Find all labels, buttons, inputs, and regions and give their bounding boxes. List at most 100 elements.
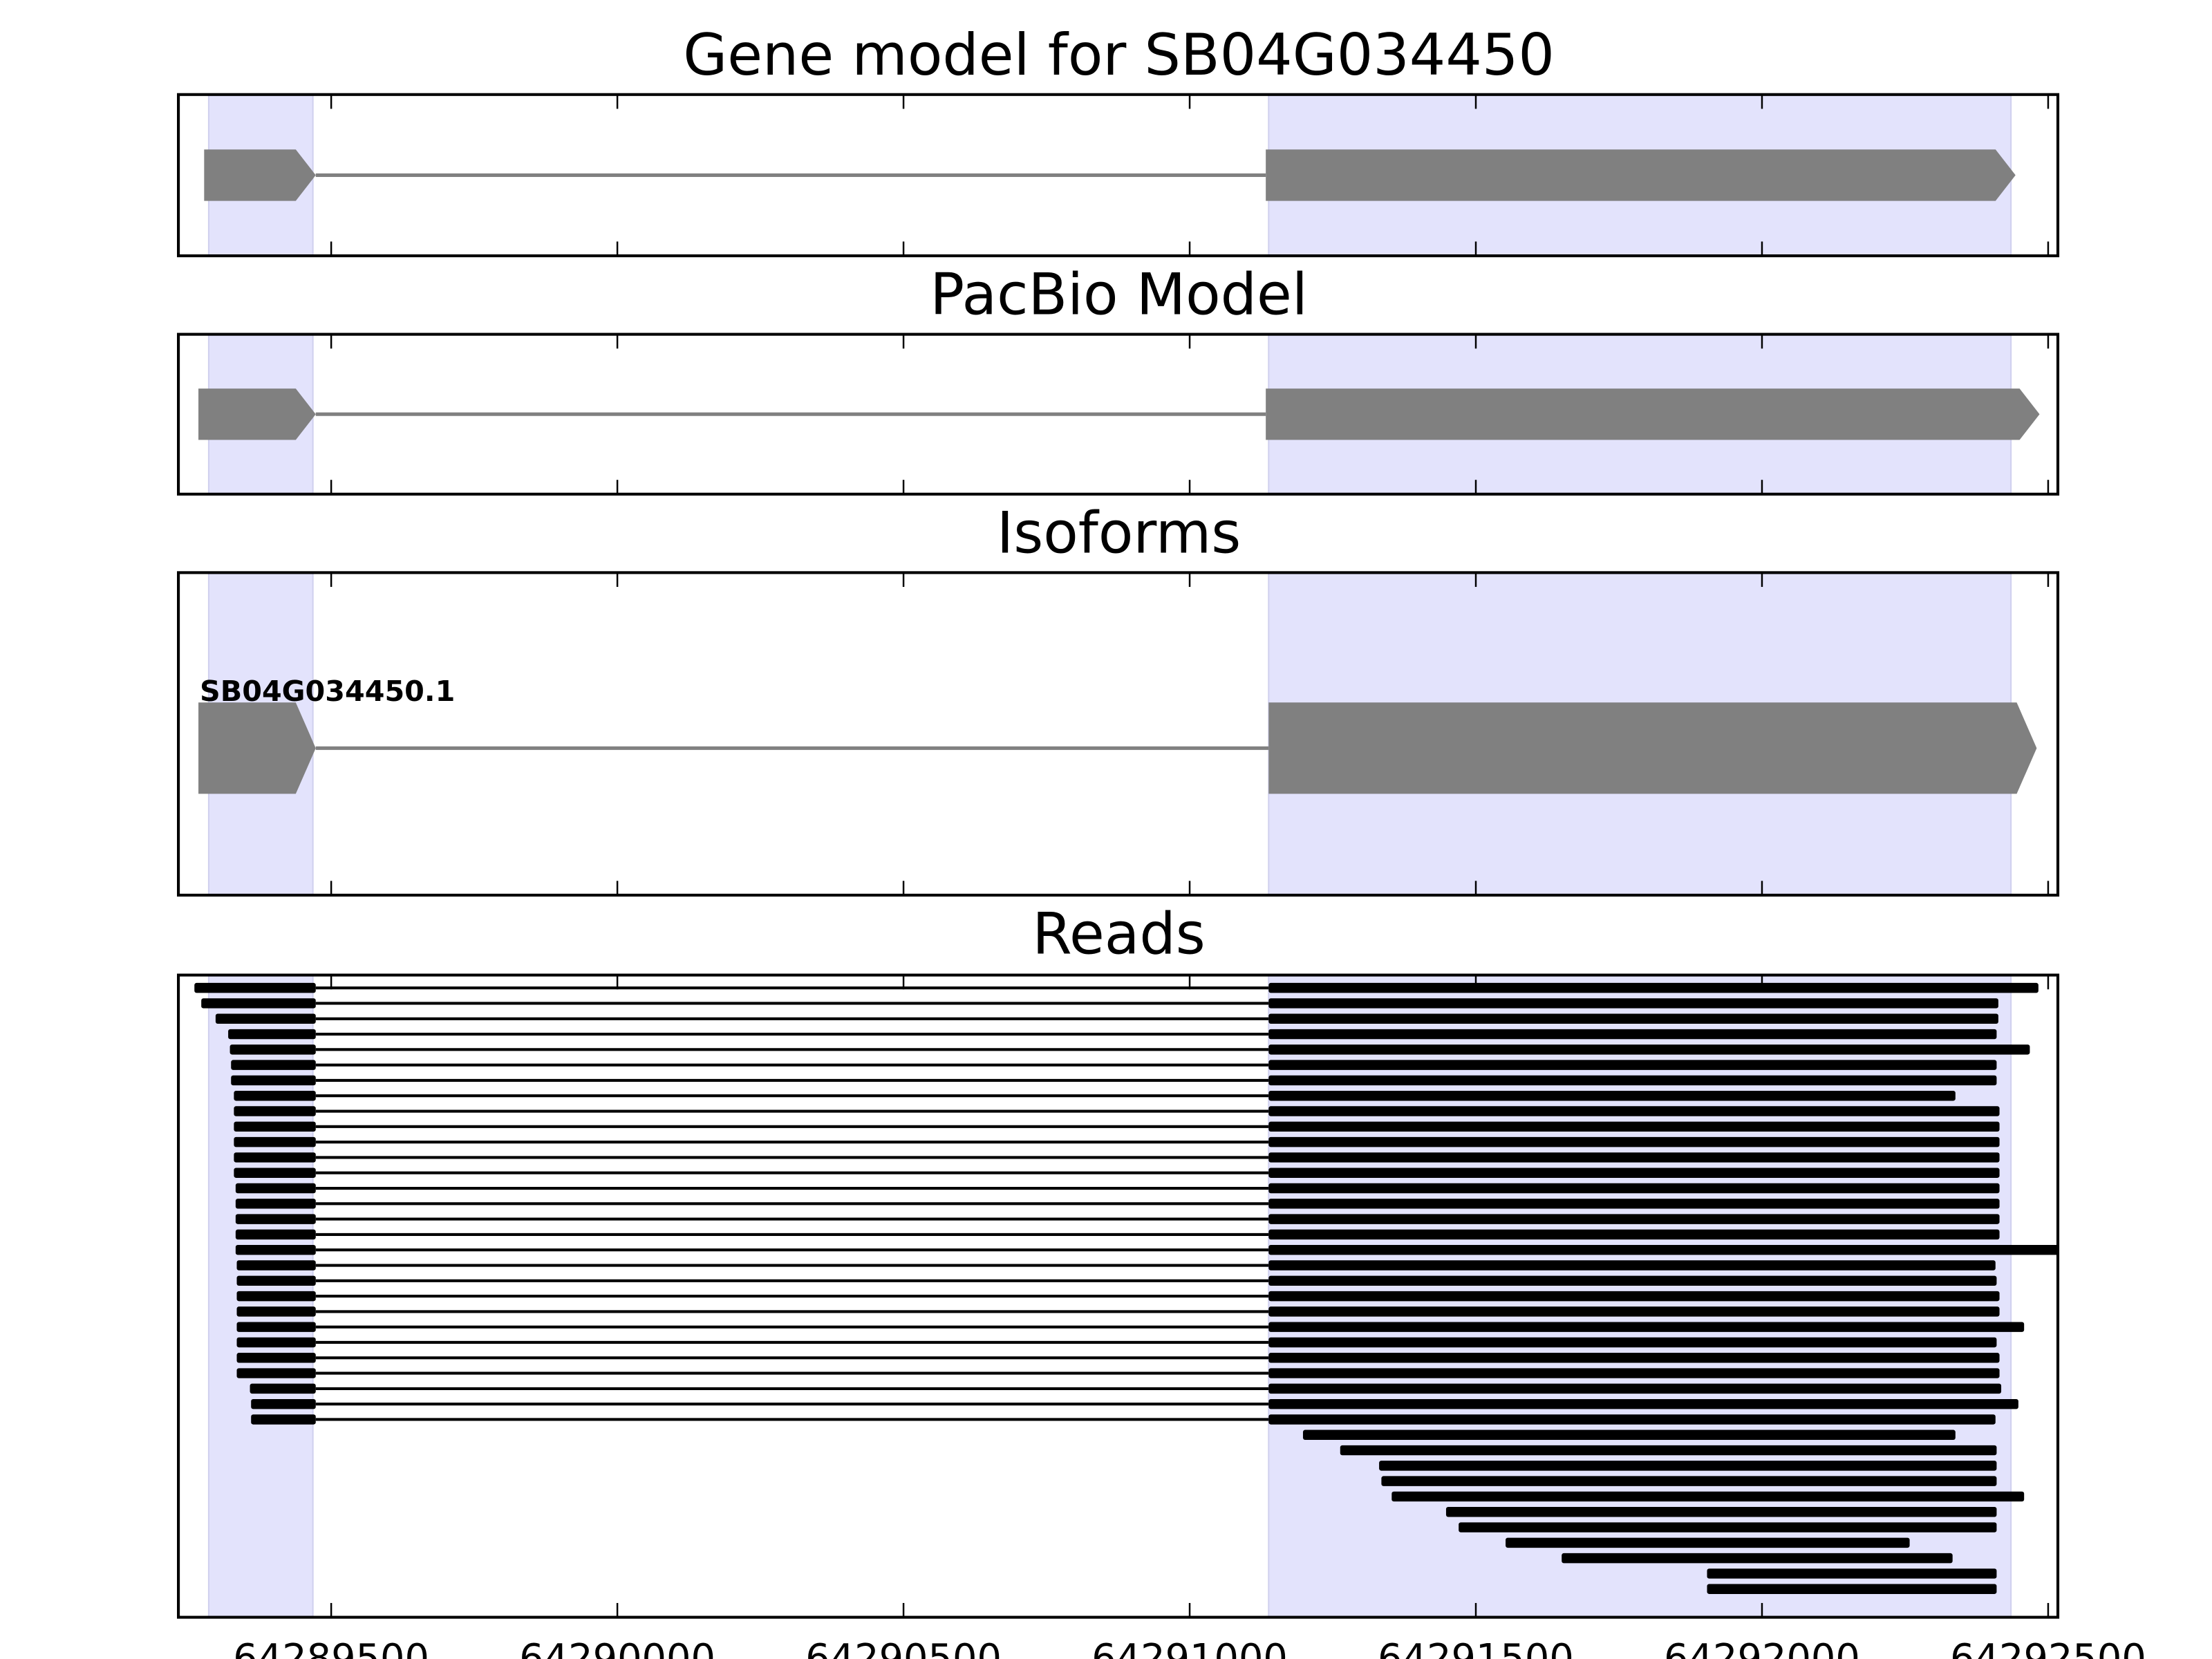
x-tick-label: 64291500 bbox=[1378, 1636, 1574, 1659]
read-block bbox=[228, 1029, 316, 1040]
read-block bbox=[1268, 1168, 2000, 1178]
read-block bbox=[1268, 1214, 2000, 1224]
x-tick-label: 64292500 bbox=[1950, 1636, 2146, 1659]
panel-model: Gene model for SB04G034450 bbox=[177, 22, 2060, 258]
read-block bbox=[1391, 1491, 2025, 1502]
read-block bbox=[229, 1044, 316, 1055]
axes-frame bbox=[177, 93, 2060, 258]
read-block bbox=[215, 1013, 316, 1024]
read-block bbox=[1268, 1291, 2000, 1302]
read-block bbox=[235, 1183, 316, 1194]
x-tick-label: 64289500 bbox=[233, 1636, 429, 1659]
read-block bbox=[201, 998, 316, 1009]
x-tick-label: 64292000 bbox=[1664, 1636, 1860, 1659]
read-block bbox=[1268, 1322, 2025, 1332]
read-block bbox=[1268, 1044, 2030, 1055]
read-block bbox=[236, 1353, 316, 1363]
plot-area bbox=[198, 572, 2037, 895]
read-block bbox=[1268, 1368, 2000, 1378]
panel-isoform: Isoforms SB04G034450.1 bbox=[177, 500, 2060, 897]
read-block bbox=[236, 1291, 316, 1302]
read-block bbox=[1268, 1075, 1997, 1086]
read-block bbox=[1268, 1091, 1956, 1101]
read-block bbox=[1268, 1275, 1997, 1286]
read-block bbox=[234, 1091, 316, 1101]
read-block bbox=[1340, 1445, 1997, 1456]
read-block bbox=[1459, 1522, 1997, 1533]
read-block bbox=[1506, 1537, 1910, 1548]
read-block bbox=[194, 982, 316, 993]
read-block bbox=[1268, 1060, 1997, 1070]
exon-block bbox=[204, 149, 316, 201]
exon-block bbox=[1268, 702, 2037, 794]
read-block bbox=[234, 1168, 316, 1178]
read-block bbox=[236, 1275, 316, 1286]
read-block bbox=[1268, 1260, 1996, 1271]
panel-reads: Reads 64289500 64290000 64290500 64291000 642… bbox=[177, 901, 2146, 1659]
read-block bbox=[1707, 1568, 1997, 1579]
read-block bbox=[234, 1152, 316, 1163]
x-tick-label: 64290000 bbox=[519, 1636, 715, 1659]
read-block bbox=[236, 1306, 316, 1317]
read-block bbox=[1268, 1013, 1998, 1024]
exon-block bbox=[198, 388, 316, 440]
read-block bbox=[1302, 1430, 1956, 1440]
panel-title: Gene model for SB04G034450 bbox=[683, 22, 1555, 88]
read-block bbox=[235, 1244, 316, 1255]
axes-frame bbox=[177, 973, 2060, 1619]
x-tick-label: 64290500 bbox=[805, 1636, 1002, 1659]
read-block bbox=[1268, 1337, 1997, 1348]
read-block bbox=[231, 1060, 316, 1070]
read-block bbox=[251, 1414, 316, 1425]
read-block bbox=[231, 1075, 316, 1086]
read-block bbox=[1268, 982, 2038, 993]
x-tick-label: 64291000 bbox=[1091, 1636, 1288, 1659]
plot-area bbox=[194, 975, 2059, 1618]
plot-area bbox=[198, 334, 2040, 494]
axes-frame bbox=[177, 571, 2060, 897]
exon-block bbox=[198, 702, 316, 794]
read-block bbox=[1268, 1398, 2018, 1409]
read-block bbox=[236, 1337, 316, 1348]
read-block bbox=[1268, 1199, 2000, 1209]
plot-area bbox=[204, 94, 2016, 256]
read-block bbox=[1268, 1306, 2000, 1317]
read-block bbox=[1379, 1461, 1997, 1471]
panel-title: Isoforms bbox=[997, 500, 1241, 566]
isoform-label: SB04G034450.1 bbox=[200, 675, 455, 708]
read-block bbox=[235, 1214, 316, 1224]
read-block bbox=[251, 1398, 316, 1409]
read-block bbox=[234, 1121, 316, 1132]
exon-block bbox=[1266, 388, 2040, 440]
read-block bbox=[1707, 1584, 1997, 1594]
panel-title: PacBio Model bbox=[930, 262, 1307, 328]
read-block bbox=[250, 1383, 316, 1394]
read-block bbox=[1268, 1353, 2000, 1363]
read-block bbox=[1268, 1183, 2000, 1194]
read-block bbox=[235, 1229, 316, 1240]
read-block bbox=[235, 1199, 316, 1209]
read-block bbox=[236, 1260, 316, 1271]
read-block bbox=[1562, 1553, 1953, 1564]
read-block bbox=[1381, 1476, 1997, 1486]
read-block bbox=[1268, 998, 1998, 1009]
read-block bbox=[1268, 1029, 1997, 1040]
read-block bbox=[1268, 1244, 2059, 1255]
read-block bbox=[236, 1322, 316, 1332]
panel-model: PacBio Model bbox=[177, 262, 2060, 496]
read-block bbox=[1268, 1121, 2000, 1132]
read-block bbox=[1445, 1507, 1997, 1517]
exon-block bbox=[1266, 149, 2016, 201]
read-block bbox=[1268, 1136, 2000, 1147]
read-block bbox=[1268, 1414, 1996, 1425]
read-block bbox=[234, 1136, 316, 1147]
read-block bbox=[1268, 1229, 2000, 1240]
read-block bbox=[236, 1368, 316, 1378]
panel-title: Reads bbox=[1032, 901, 1206, 968]
read-block bbox=[1268, 1383, 2002, 1394]
axes-frame bbox=[177, 332, 2060, 496]
read-block bbox=[1268, 1106, 2000, 1116]
read-block bbox=[1268, 1152, 2000, 1163]
read-block bbox=[234, 1106, 316, 1116]
